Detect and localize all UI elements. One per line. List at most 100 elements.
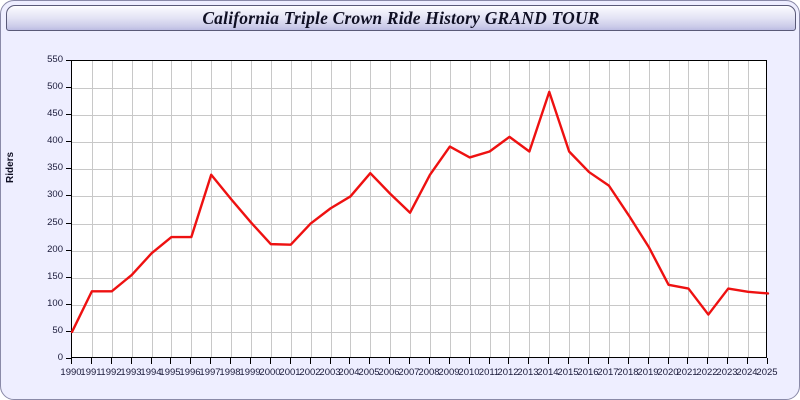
x-axis-tick: [170, 358, 171, 364]
grid-line-horizontal: [72, 115, 766, 116]
grid-line-vertical: [390, 61, 391, 357]
grid-line-vertical: [688, 61, 689, 357]
x-axis-tick-label: 1998: [219, 367, 241, 378]
x-axis-tick: [528, 358, 529, 364]
y-axis-tick: [66, 141, 71, 142]
grid-line-vertical: [251, 61, 252, 357]
grid-line-vertical: [549, 61, 550, 357]
y-axis-tick-label: 250: [47, 217, 63, 228]
x-axis-tick: [71, 358, 72, 364]
x-axis-tick-label: 2004: [338, 367, 360, 378]
x-axis-tick: [628, 358, 629, 364]
y-axis-tick: [66, 331, 71, 332]
page-title: California Triple Crown Ride History GRA…: [202, 7, 600, 28]
grid-line-vertical: [708, 61, 709, 357]
x-axis-tick: [349, 358, 350, 364]
y-axis-tick-label: 100: [47, 298, 63, 309]
x-axis-tick-label: 1999: [239, 367, 261, 378]
x-axis-tick: [489, 358, 490, 364]
grid-line-vertical: [748, 61, 749, 357]
grid-line-horizontal: [72, 224, 766, 225]
x-axis-tick: [648, 358, 649, 364]
grid-line-vertical: [509, 61, 510, 357]
x-axis-tick: [111, 358, 112, 364]
grid-line-vertical: [529, 61, 530, 357]
y-axis-title: Riders: [5, 151, 16, 183]
grid-line-vertical: [490, 61, 491, 357]
grid-line-vertical: [450, 61, 451, 357]
x-axis-tick: [290, 358, 291, 364]
x-axis-tick: [707, 358, 708, 364]
y-axis-tick: [66, 195, 71, 196]
grid-line-vertical: [728, 61, 729, 357]
y-axis-tick: [66, 250, 71, 251]
x-axis-tick-label: 2005: [358, 367, 380, 378]
grid-line-vertical: [311, 61, 312, 357]
chart-canvas: Riders 0 50 100 150 200 250 300 350 400 450 500 550…: [1, 33, 799, 399]
y-axis-tick-label: 300: [47, 189, 63, 200]
x-axis-tick-label: 2010: [458, 367, 480, 378]
grid-line-vertical: [171, 61, 172, 357]
x-axis-tick: [330, 358, 331, 364]
y-axis-tick-label: 400: [47, 135, 63, 146]
series-line-riders: [70, 90, 770, 334]
y-axis-tick: [66, 358, 71, 359]
x-axis-tick: [687, 358, 688, 364]
x-axis-tick: [608, 358, 609, 364]
x-axis-tick-label: 1994: [140, 367, 162, 378]
x-axis-tick: [767, 358, 768, 364]
x-axis-tick-label: 2007: [398, 367, 420, 378]
x-axis-tick: [568, 358, 569, 364]
grid-line-horizontal: [72, 278, 766, 279]
x-axis-tick: [210, 358, 211, 364]
x-axis-tick-label: 1992: [100, 367, 122, 378]
y-axis-tick: [66, 277, 71, 278]
y-axis-tick-label: 50: [52, 325, 63, 336]
x-axis-tick: [409, 358, 410, 364]
x-axis-tick-label: 2006: [378, 367, 400, 378]
x-axis-tick: [230, 358, 231, 364]
grid-line-vertical: [569, 61, 570, 357]
x-axis-tick: [151, 358, 152, 364]
x-axis-tick-label: 2009: [438, 367, 460, 378]
y-axis-tick: [66, 87, 71, 88]
grid-line-vertical: [132, 61, 133, 357]
x-axis-tick-label: 2011: [478, 367, 500, 378]
y-axis-tick: [66, 304, 71, 305]
x-axis-tick-label: 2013: [517, 367, 539, 378]
grid-line-vertical: [291, 61, 292, 357]
x-axis-tick: [250, 358, 251, 364]
x-axis-tick-label: 2015: [557, 367, 579, 378]
plot-area: [70, 60, 770, 358]
grid-line-horizontal: [72, 88, 766, 89]
y-axis-tick: [66, 114, 71, 115]
x-axis-tick-label: 2003: [319, 367, 341, 378]
x-axis-tick-label: 2023: [716, 367, 738, 378]
y-axis-tick-label: 200: [47, 244, 63, 255]
x-axis-tick: [727, 358, 728, 364]
x-axis-tick-label: 2016: [577, 367, 599, 378]
x-axis-tick-label: 1991: [80, 367, 102, 378]
grid-line-vertical: [589, 61, 590, 357]
grid-line-vertical: [470, 61, 471, 357]
y-axis-tick-label: 550: [47, 54, 63, 65]
x-axis-tick: [270, 358, 271, 364]
x-axis-tick: [429, 358, 430, 364]
grid-line-vertical: [669, 61, 670, 357]
x-axis-tick-label: 1997: [199, 367, 221, 378]
x-axis-tick: [91, 358, 92, 364]
y-axis-tick-label: 150: [47, 271, 63, 282]
x-axis-tick-label: 2018: [617, 367, 639, 378]
x-axis-tick: [469, 358, 470, 364]
y-axis-tick: [66, 223, 71, 224]
y-axis-tick: [66, 60, 71, 61]
x-axis-tick: [190, 358, 191, 364]
data-line: [70, 90, 770, 334]
grid-line-vertical: [430, 61, 431, 357]
x-axis-tick-label: 2014: [537, 367, 559, 378]
x-axis-tick-label: 1995: [159, 367, 181, 378]
grid-line-horizontal: [72, 251, 766, 252]
y-axis-tick: [66, 168, 71, 169]
grid-line-vertical: [649, 61, 650, 357]
x-axis-tick-label: 2012: [497, 367, 519, 378]
